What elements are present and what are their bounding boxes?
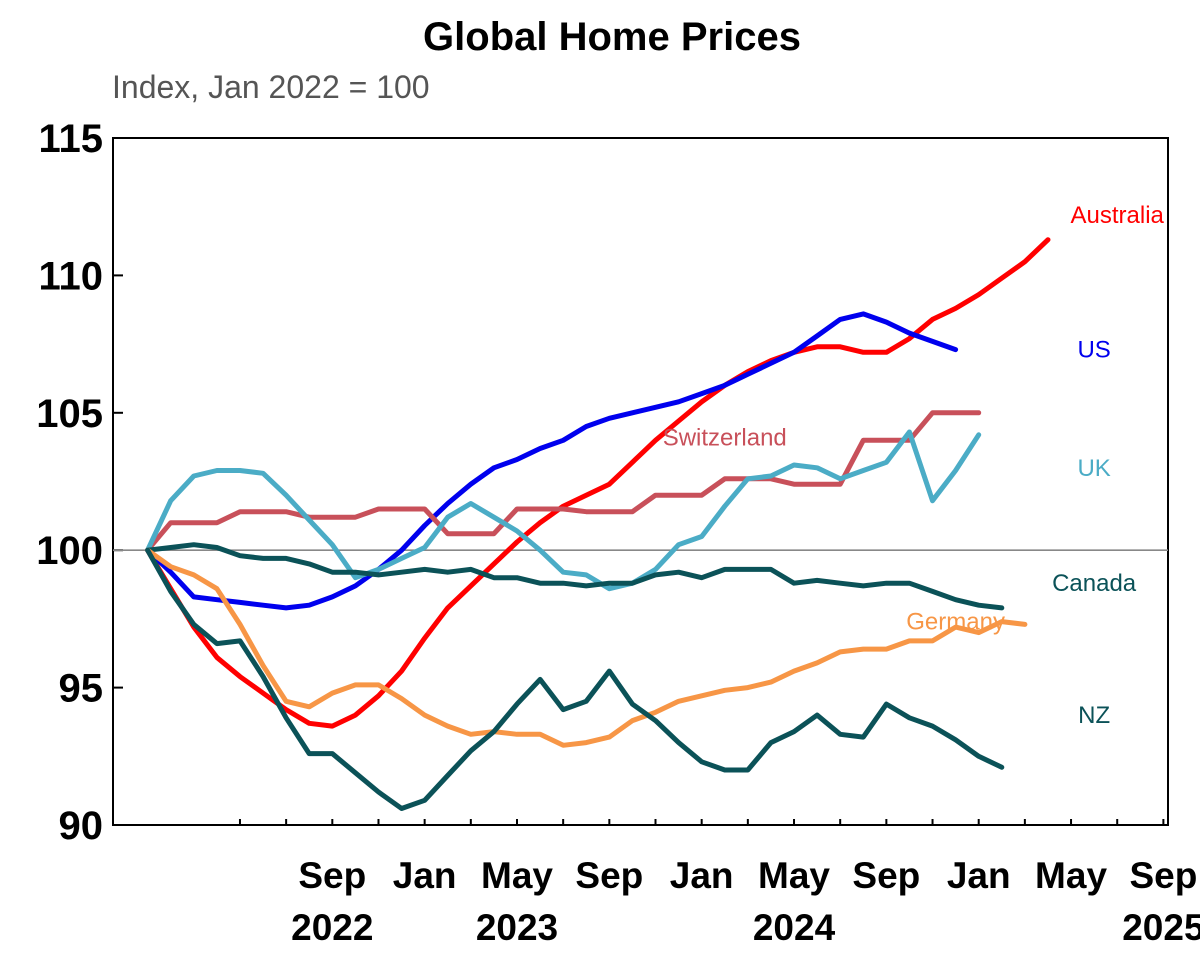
x-tick-label: May [481, 855, 553, 896]
x-tick-year-label: 2024 [753, 907, 836, 948]
y-tick-label: 90 [59, 804, 104, 848]
x-tick-year-label: 2025 [1122, 907, 1200, 948]
y-tick-label: 100 [36, 529, 103, 573]
series-line-germany [145, 547, 1028, 748]
x-tick-label: Jan [393, 855, 457, 896]
plot-frame [112, 137, 1169, 826]
series-label-switzerland: Switzerland [663, 425, 787, 452]
series-line-switzerland [145, 410, 982, 553]
x-tick-label: May [1035, 855, 1107, 896]
series-line-nz [145, 547, 1005, 811]
x-tick-label: Sep [298, 855, 366, 896]
series-label-us: US [1077, 337, 1110, 364]
x-tick-label: Jan [670, 855, 734, 896]
series-line-australia [145, 237, 1051, 729]
series-line-us [145, 311, 959, 611]
y-tick-label: 110 [38, 254, 103, 298]
x-tick-label: Jan [947, 855, 1011, 896]
x-tick-label: May [758, 855, 830, 896]
x-tick-year-label: 2023 [476, 907, 558, 948]
y-tick-label: 95 [59, 667, 104, 711]
y-axis: 90 95 100 105 110 115 [36, 117, 123, 848]
series-line-uk [145, 429, 982, 592]
series-line-canada [145, 542, 1005, 611]
x-tick-label: Sep [852, 855, 920, 896]
series-label-uk: UK [1077, 455, 1110, 482]
x-axis: Sep 2022 Jan May 2023 Sep Jan May 2024 Sep Jan May S… [238, 819, 1200, 948]
series-label-germany: Germany [906, 609, 1005, 636]
series-label-nz: NZ [1078, 702, 1110, 729]
series-label-canada: Canada [1052, 570, 1137, 597]
chart-title: Global Home Prices [423, 15, 801, 59]
series-labels: Australia US Switzerland UK Canada Germany NZ [663, 202, 1165, 729]
x-tick-label: Sep [1129, 855, 1197, 896]
chart-subtitle: Index, Jan 2022 = 100 [112, 69, 430, 105]
x-tick-year-label: 2022 [291, 907, 373, 948]
y-tick-label: 105 [36, 392, 103, 436]
series-label-australia: Australia [1071, 202, 1165, 229]
plot-area [112, 137, 1169, 826]
y-tick-label: 115 [38, 117, 103, 161]
x-tick-label: Sep [575, 855, 643, 896]
